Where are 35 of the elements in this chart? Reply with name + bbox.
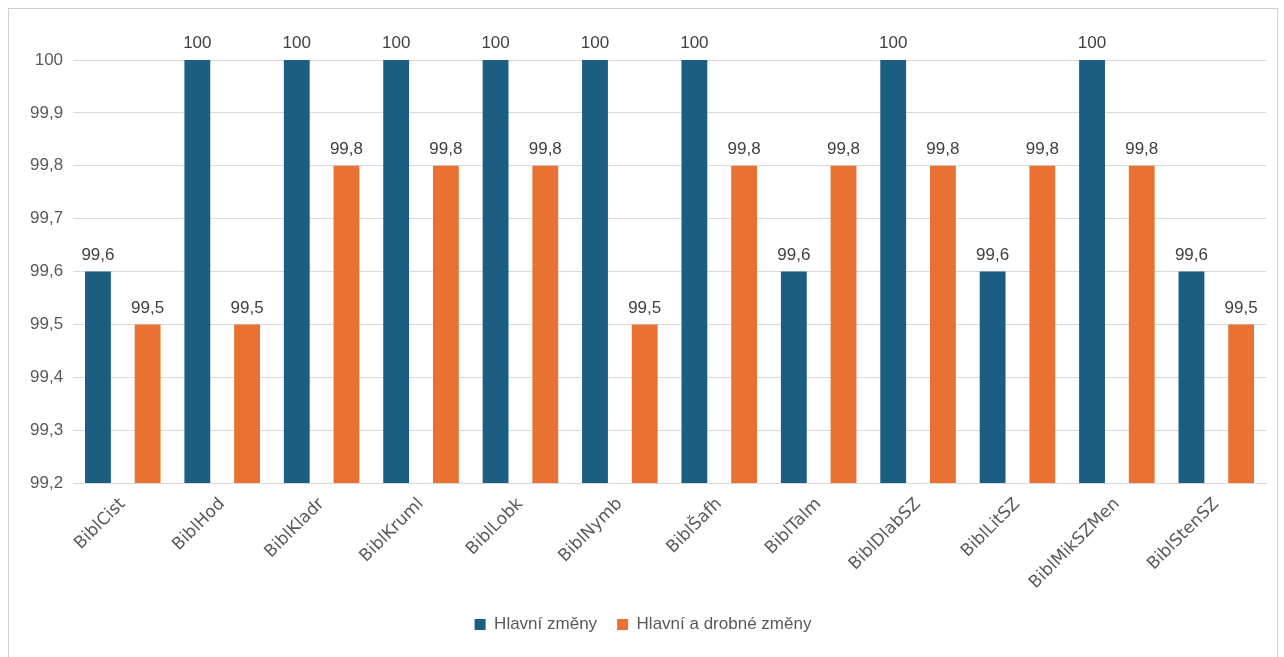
y-tick-label: 99,7 (29, 208, 64, 228)
data-label: 99,8 (727, 138, 761, 158)
data-label: 99,5 (628, 297, 662, 317)
data-label: 100 (580, 33, 610, 53)
data-label: 99,8 (1025, 138, 1059, 158)
y-tick-label: 99,8 (29, 155, 64, 175)
data-label: 99,8 (329, 138, 364, 158)
data-label: 100 (282, 33, 311, 53)
data-label: 99,6 (976, 244, 1010, 264)
data-label: 100 (680, 33, 709, 53)
legend-label: Hlavní a drobné změny (636, 614, 812, 634)
y-tick-label: 99,4 (29, 367, 64, 387)
data-label: 100 (879, 33, 908, 53)
y-tick-label: 99,5 (29, 314, 64, 334)
data-label: 99,8 (926, 138, 960, 158)
data-label: 99,5 (230, 297, 264, 317)
data-label: 99,8 (429, 138, 463, 158)
data-label: 100 (183, 33, 212, 53)
y-tick-label: 99,2 (29, 472, 64, 492)
y-tick-label: 99,6 (29, 261, 64, 281)
data-label: 99,6 (1174, 244, 1208, 264)
y-tick-label: 99,3 (29, 419, 64, 439)
data-label: 99,8 (826, 138, 861, 158)
data-label: 99,5 (131, 297, 165, 317)
data-label: 99,8 (1125, 138, 1159, 158)
data-label: 99,5 (1224, 297, 1258, 317)
data-label: 100 (381, 33, 411, 53)
data-label: 99,8 (528, 138, 562, 158)
data-label: 100 (1077, 33, 1107, 53)
data-label: 99,6 (81, 244, 115, 264)
data-label: 100 (481, 33, 510, 53)
data-label: 99,6 (777, 244, 811, 264)
y-tick-label: 99,9 (29, 102, 64, 122)
legend-label: Hlavní změny (494, 614, 598, 634)
y-tick-label: 100 (34, 49, 64, 69)
